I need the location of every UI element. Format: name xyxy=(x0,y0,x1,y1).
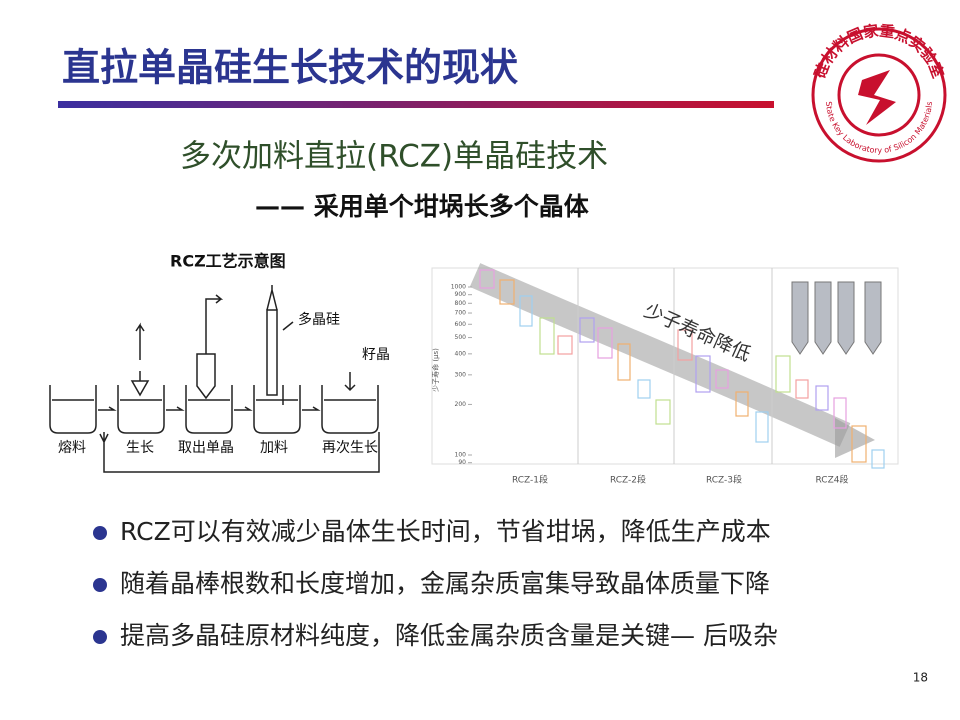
y-tick-label: 200 xyxy=(455,401,467,408)
box xyxy=(579,317,595,343)
rcz-diagram: RCZ工艺示意图 多晶硅 籽晶 熔料 生长 取出单晶 加料 再次生长 xyxy=(49,252,390,473)
y-tick-label: 600 xyxy=(455,321,467,328)
step-label: 取出单晶 xyxy=(178,440,234,456)
box xyxy=(795,379,809,399)
bullet-text: 提高多晶硅原材料纯度，降低金属杂质含量是关键— 后吸杂 xyxy=(120,621,778,650)
slide-title: 直拉单晶硅生长技术的现状 xyxy=(62,46,519,90)
bullet-text: 随着晶棒根数和长度增加，金属杂质富集导致晶体质量下降 xyxy=(120,569,770,598)
logo: 硅材料国家重点实验室 State Key Laboratory of Silic… xyxy=(811,22,947,163)
box xyxy=(871,449,885,469)
box xyxy=(695,355,711,393)
bullet-text: RCZ可以有效减少晶体生长时间，节省坩埚，降低生产成本 xyxy=(120,517,771,546)
step-label: 熔料 xyxy=(58,440,86,456)
box xyxy=(755,411,769,443)
page-number: 18 xyxy=(913,671,928,685)
step-label: 再次生长 xyxy=(322,440,378,456)
label-seed: 籽晶 xyxy=(362,347,390,363)
subtitle: 多次加料直拉(RCZ)单晶硅技术 xyxy=(180,139,608,175)
box xyxy=(851,425,867,463)
box xyxy=(637,379,651,399)
box xyxy=(655,399,671,425)
diagram-title: RCZ工艺示意图 xyxy=(170,252,286,271)
bullet-dot xyxy=(93,578,107,592)
y-tick-label: 1000 xyxy=(451,284,466,291)
y-tick-label: 400 xyxy=(455,350,467,357)
box xyxy=(677,329,693,361)
box xyxy=(735,391,749,417)
x-tick-label: RCZ-3段 xyxy=(706,474,742,486)
step-label: 加料 xyxy=(260,440,288,456)
subtitle-2: —— 采用单个坩埚长多个晶体 xyxy=(255,192,590,221)
title-underline xyxy=(58,101,774,108)
x-tick-label: RCZ-2段 xyxy=(610,474,646,486)
x-tick-label: RCZ4段 xyxy=(816,474,849,486)
box xyxy=(557,335,573,355)
label-poly: 多晶硅 xyxy=(298,311,340,328)
lifetime-figure: 少子寿命 (μs) 少子寿命降低 10009008007006005004003… xyxy=(431,263,899,486)
box xyxy=(479,269,495,289)
crystals xyxy=(791,281,882,355)
bullet-dot xyxy=(93,630,107,644)
box xyxy=(597,327,613,359)
box xyxy=(833,397,847,429)
box xyxy=(815,385,829,411)
y-tick-label: 90 xyxy=(458,459,466,466)
y-tick-label: 500 xyxy=(455,334,467,341)
box xyxy=(519,295,533,327)
x-tick-label: RCZ-1段 xyxy=(512,474,548,486)
box xyxy=(617,343,631,381)
y-tick-label: 800 xyxy=(455,300,467,307)
bullet-dot xyxy=(93,526,107,540)
step-label: 生长 xyxy=(126,440,154,456)
y-label: 少子寿命 (μs) xyxy=(431,348,440,392)
box xyxy=(775,355,791,393)
y-tick-label: 100 xyxy=(455,452,467,459)
box xyxy=(539,317,555,355)
box xyxy=(715,369,729,389)
box-decor xyxy=(479,269,885,469)
y-tick-label: 700 xyxy=(455,310,467,317)
y-tick-label: 300 xyxy=(455,371,467,378)
y-tick-label: 900 xyxy=(455,291,467,298)
box xyxy=(499,279,515,305)
